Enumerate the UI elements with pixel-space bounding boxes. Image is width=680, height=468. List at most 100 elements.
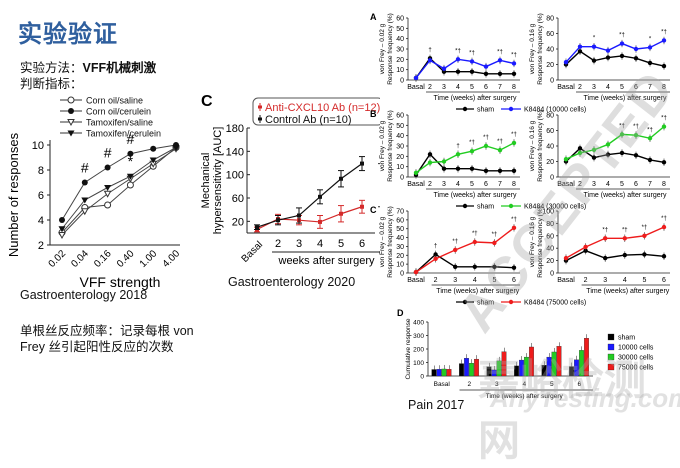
- y-axis-label-2: Response frequency (%): [537, 206, 544, 278]
- bar: [491, 369, 497, 377]
- significance-mark: *†: [602, 227, 608, 233]
- data-point: [497, 168, 503, 173]
- significance-mark: *†: [472, 231, 478, 237]
- series-line: [565, 126, 665, 160]
- legend-marker-filled-circle: [68, 108, 74, 114]
- legend-label: sham: [618, 335, 635, 342]
- y-tick-label: 300: [413, 333, 424, 340]
- x-tick-label: Basal: [407, 277, 425, 284]
- x-tick-label: 6: [634, 181, 638, 188]
- data-point: [603, 255, 608, 261]
- legend-marker: [462, 203, 468, 209]
- y-tick-label: 400: [413, 320, 424, 327]
- data-point: [619, 41, 625, 46]
- legend-marker: [258, 105, 262, 109]
- footnote-line-1: 单根丝反应频率：记录每根 von: [20, 324, 194, 338]
- legend-label: sham: [477, 300, 494, 307]
- significance-mark: *†: [469, 140, 475, 146]
- y-axis-label: Cumulative response: [405, 318, 412, 379]
- data-point: [603, 236, 608, 241]
- data-point: [511, 168, 517, 173]
- y-tick-label: 60: [546, 31, 554, 38]
- citation-right: Pain 2017: [408, 398, 465, 412]
- x-tick-label: 0.16: [92, 248, 114, 270]
- significance-mark: #: [81, 160, 89, 176]
- x-axis-label: VFF strength: [80, 274, 161, 290]
- legend-label: sham: [477, 204, 494, 211]
- panel-c-2020-chart: C Anti-CXCL10 Ab (n=12)Control Ab (n=10) 2…: [200, 93, 380, 267]
- y-tick-label: 60: [546, 233, 554, 240]
- y-tick-label: 10: [396, 164, 404, 171]
- data-point: [472, 239, 477, 245]
- x-tick-label: 2: [428, 84, 432, 91]
- data-point: [297, 213, 301, 218]
- x-tick-label: 5: [550, 381, 554, 388]
- data-point: [511, 61, 517, 66]
- data-point: [455, 69, 461, 74]
- data-point: [318, 219, 322, 224]
- significance-mark: *†: [661, 29, 667, 35]
- y-tick-label: 100: [413, 360, 424, 367]
- x-tick-label: 4: [317, 238, 323, 250]
- panel-A_016: 0 20 40 60 80 Basal 2 3 4 5 6 7 8 Time (weeks) after …: [529, 13, 670, 102]
- slide-title: 实验验证: [18, 21, 118, 48]
- data-point: [80, 208, 89, 216]
- indicator-label: 判断指标：: [20, 77, 83, 91]
- data-point: [339, 176, 343, 181]
- panel-label: C: [201, 93, 213, 110]
- x-tick-label: 6: [484, 84, 488, 91]
- data-point: [497, 58, 503, 63]
- x-tick-label: 6: [512, 277, 516, 284]
- y-tick-label: 0: [400, 175, 404, 182]
- data-point: [497, 147, 503, 153]
- series-line: [256, 206, 363, 231]
- data-point: [126, 173, 134, 180]
- legend-label: Control Ab (n=10): [265, 114, 352, 126]
- data-point: [605, 142, 611, 147]
- y-tick-label: 80: [546, 113, 554, 120]
- y-axis-label-1: von Frey – 0.02 g: [379, 216, 386, 267]
- data-point: [661, 38, 667, 43]
- data-point: [619, 150, 625, 156]
- x-axis-label: Time (weeks) after surgery: [434, 192, 517, 199]
- data-point: [661, 224, 667, 230]
- legend-marker: [462, 299, 468, 305]
- y-tick-label: 10: [32, 140, 44, 152]
- data-point: [583, 244, 588, 250]
- x-tick-label: 4: [473, 277, 477, 284]
- data-point: [172, 145, 180, 151]
- x-tick-label: 2: [578, 84, 582, 91]
- data-point: [497, 71, 503, 77]
- data-point: [81, 179, 88, 186]
- y-tick-label: 0: [550, 78, 554, 85]
- bar: [441, 368, 447, 377]
- data-point: [647, 157, 653, 163]
- y-tick-label: 0: [550, 271, 554, 278]
- y-tick-label: 8: [38, 165, 44, 177]
- y-axis-label-2: Response frequency (%): [387, 110, 394, 182]
- legend-label: sham: [477, 107, 494, 114]
- y-tick-label: 70: [396, 209, 404, 216]
- legend-marker-open-triangle: [67, 119, 75, 127]
- data-point: [619, 132, 625, 137]
- x-axis-label: Time (weeks) after surgery: [486, 393, 564, 400]
- y-tick-label: 0: [550, 175, 554, 182]
- data-point: [605, 48, 611, 53]
- y-tick-label: 4: [38, 215, 44, 227]
- legend-swatch: [607, 333, 615, 341]
- data-point: [591, 44, 597, 49]
- bar: [519, 359, 524, 377]
- data-point: [433, 256, 438, 262]
- significance-mark: *: [128, 153, 134, 169]
- series-line: [415, 142, 515, 174]
- series-line: [415, 253, 515, 273]
- data-point: [577, 150, 583, 156]
- x-tick-label: Basal: [434, 381, 451, 388]
- data-point: [633, 132, 639, 138]
- series-line: [415, 153, 514, 176]
- x-tick-label: 5: [338, 238, 344, 250]
- y-axis-label-1: von Frey – 0.02 g: [379, 23, 386, 74]
